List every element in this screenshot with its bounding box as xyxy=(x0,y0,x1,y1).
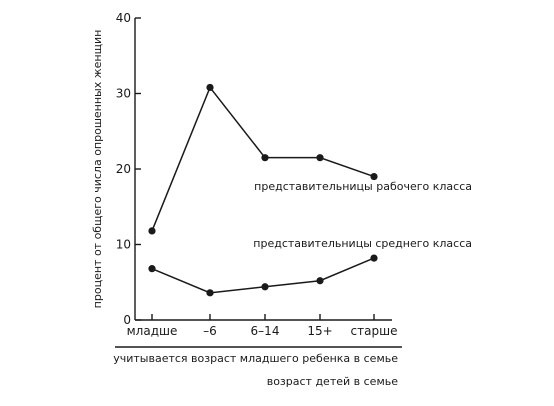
series-0-point-4 xyxy=(370,172,378,181)
x-tick-label-0: младше xyxy=(127,324,178,338)
series-0-point-1 xyxy=(206,83,214,92)
y-axis-title: процент от общего числа опрошенных женщи… xyxy=(91,30,104,309)
x-tick-label-2: 6–14 xyxy=(251,324,280,338)
series-label-middle-class: представительницы среднего класса xyxy=(253,237,472,250)
series-0-point-2 xyxy=(261,154,269,162)
x-tick-label-4: старше xyxy=(351,324,398,338)
series-1-point-3 xyxy=(316,277,324,285)
x-axis-title-secondary: возраст детей в семье xyxy=(267,375,399,388)
series-label-working-class: представительницы рабочего класса xyxy=(254,180,472,193)
y-tick-label-0: 0 xyxy=(123,313,131,327)
series-1-point-0 xyxy=(148,265,156,273)
series-0-point-0 xyxy=(148,227,156,235)
y-tick-label-4: 40 xyxy=(116,11,131,25)
x-tick-label-3: 15+ xyxy=(307,324,332,338)
series-1-point-4 xyxy=(370,254,378,262)
series-0-point-3 xyxy=(316,154,324,162)
series-1-point-1 xyxy=(206,289,214,297)
y-ticks: 0 10 20 30 40 xyxy=(116,11,141,327)
series-layer xyxy=(148,83,378,297)
y-tick-label-2: 20 xyxy=(116,162,131,176)
y-tick-label-3: 30 xyxy=(116,87,131,101)
series-1-point-2 xyxy=(261,283,269,291)
x-tick-label-1: –6 xyxy=(203,324,217,338)
x-axis-title: учитывается возраст младшего ребенка в с… xyxy=(113,352,398,365)
y-tick-label-1: 10 xyxy=(116,238,131,252)
x-ticks: младше –6 6–14 15+ старше xyxy=(127,314,398,338)
